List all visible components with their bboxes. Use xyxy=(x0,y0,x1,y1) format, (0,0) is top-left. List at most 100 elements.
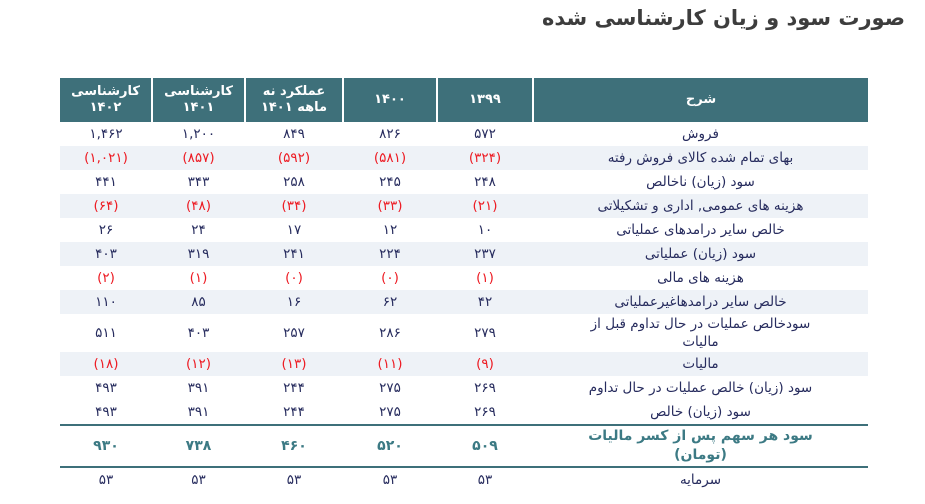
table-header: شرح ۱۳۹۹ ۱۴۰۰ عملکرد نه ماهه ۱۴۰۱ کارشنا… xyxy=(60,78,868,122)
row-value: ۱۷ xyxy=(286,222,302,238)
table-row: خالص سایر درامدهاغیرعملیاتی ۴۲ ۶۲ ۱۶ ۸۵ ۱۱۰ xyxy=(60,290,868,314)
table-row: سود (زیان) خالص ۲۶۹ ۲۷۵ ۲۴۴ ۳۹۱ ۴۹۳ xyxy=(60,400,868,425)
row-value: ۴۴۱ xyxy=(95,174,117,190)
row-value: ۱,۴۶۲ xyxy=(89,126,123,142)
row-value: ۳۹۱ xyxy=(187,404,210,421)
row-value: ۴۶۰ xyxy=(245,424,343,469)
row-description: مالیات xyxy=(533,352,868,377)
table-row: مالیات (۹) (۱۱) (۱۳) (۱۲) (۱۸) xyxy=(60,352,868,377)
header-year-1399: ۱۳۹۹ xyxy=(436,78,533,122)
row-value: ۱۰ xyxy=(477,222,493,238)
row-value: ۲۵۷ xyxy=(283,325,305,342)
row-value: (۳۳) xyxy=(343,194,437,218)
row-description: سودخالص عملیات در حال تداوم قبل از مالیا… xyxy=(590,316,811,351)
row-value: ۴۰۳ xyxy=(187,325,210,342)
row-description: سود هر سهم پس از کسر مالیات (تومان) xyxy=(533,424,868,469)
table-row: سود (زیان) خالص عملیات در حال تداوم ۲۶۹ ۲۷… xyxy=(60,376,868,400)
header-9month-1401: عملکرد نه ماهه ۱۴۰۱ xyxy=(244,78,343,122)
row-value: ۲۶۹ xyxy=(474,404,496,421)
row-value: ۲۷۵ xyxy=(379,380,401,397)
row-description: سود (زیان) عملیاتی xyxy=(533,242,868,266)
row-value: ۵۳ xyxy=(191,472,206,489)
header-description: شرح xyxy=(532,78,868,122)
header-expert-1401: کارشناسی ۱۴۰۱ xyxy=(151,78,245,122)
row-value: (۲) xyxy=(97,270,115,286)
row-description: خالص سایر درامدهای عملیاتی xyxy=(616,221,785,238)
row-description: هزینه های مالی xyxy=(657,269,744,286)
row-value: (۴۸) xyxy=(152,194,245,218)
row-value: ۲۴ xyxy=(191,222,206,238)
row-value: (۵۹۲) xyxy=(245,146,343,170)
row-value: ۴۲ xyxy=(437,290,533,314)
row-value: (۱) xyxy=(189,270,208,286)
row-value: ۶۲ xyxy=(343,290,437,314)
row-value: ۵۲۰ xyxy=(343,424,437,469)
table-row: خالص سایر درامدهای عملیاتی ۱۰ ۱۲ ۱۷ ۲۴ ۲۶ xyxy=(60,218,868,242)
table-row: هزینه های عمومی, اداری و تشکیلاتی (۲۱) (۳۳… xyxy=(60,194,868,218)
row-value: (۲۱) xyxy=(437,194,533,218)
row-value: ۵۳ xyxy=(98,472,114,489)
row-value: ۵۳ xyxy=(477,472,493,489)
row-description: سود (زیان) ناخالص xyxy=(646,173,755,190)
row-value: (۹) xyxy=(437,352,533,377)
row-value: ۴۹۳ xyxy=(95,380,117,397)
row-value: ۵۳ xyxy=(382,472,398,489)
row-value: (۱۱) xyxy=(343,352,437,377)
row-value: ۲۵۸ xyxy=(283,174,305,190)
row-description: سرمایه xyxy=(679,472,722,489)
row-description: هزینه های عمومی, اداری و تشکیلاتی xyxy=(533,194,868,218)
row-value: ۸۵ xyxy=(152,290,245,314)
row-value: (۳۲۴) xyxy=(437,146,533,170)
table-row: فروش ۵۷۲ ۸۲۶ ۸۴۹ ۱,۲۰۰ ۱,۴۶۲ xyxy=(60,122,868,146)
row-value: ۲۸۶ xyxy=(379,325,401,342)
row-value: ۲۳۷ xyxy=(437,242,533,266)
row-value: ۹۳۰ xyxy=(60,424,152,469)
row-value: ۳۹۱ xyxy=(187,380,210,397)
row-value: ۱۶ xyxy=(245,290,343,314)
row-value: ۴۰۳ xyxy=(60,242,152,266)
header-year-1400: ۱۴۰۰ xyxy=(342,78,437,122)
row-value: (۱۲) xyxy=(152,352,245,377)
row-description: خالص سایر درامدهاغیرعملیاتی xyxy=(533,290,868,314)
row-value: (۸۵۷) xyxy=(152,146,245,170)
row-value: (۱۸) xyxy=(60,352,152,377)
row-value: ۲۶ xyxy=(98,222,114,238)
row-value: ۷۳۸ xyxy=(152,424,245,469)
row-value: ۱,۲۰۰ xyxy=(181,126,216,142)
row-value: ۱۱۰ xyxy=(60,290,152,314)
table-row: بهای تمام شده کالای فروش رفته (۳۲۴) (۵۸۱)(… xyxy=(60,146,868,170)
row-value: (۵۸۱) xyxy=(343,146,437,170)
row-value: ۲۲۴ xyxy=(343,242,437,266)
row-value: (۱) xyxy=(476,270,494,286)
row-value: ۵۰۹ xyxy=(437,424,533,469)
row-value: ۵۷۲ xyxy=(474,126,496,142)
row-value: ۱۲ xyxy=(382,222,398,238)
table-body: فروش ۵۷۲ ۸۲۶ ۸۴۹ ۱,۲۰۰ ۱,۴۶۲ بهای تمام شده کال… xyxy=(60,122,868,492)
row-value: ۴۹۳ xyxy=(95,404,117,421)
row-value: ۸۴۹ xyxy=(283,126,305,142)
row-value: (۱۳) xyxy=(245,352,343,377)
row-value: ۲۴۴ xyxy=(283,380,305,397)
header-expert-1402: کارشناسی ۱۴۰۲ xyxy=(60,78,152,122)
header-row: شرح ۱۳۹۹ ۱۴۰۰ عملکرد نه ماهه ۱۴۰۱ کارشنا… xyxy=(60,78,868,122)
profit-loss-table: شرح ۱۳۹۹ ۱۴۰۰ عملکرد نه ماهه ۱۴۰۱ کارشنا… xyxy=(60,78,868,492)
row-value: (۱,۰۲۱) xyxy=(60,146,152,170)
row-value: ۲۴۵ xyxy=(379,174,401,190)
row-value: (۳۴) xyxy=(245,194,343,218)
table-row: سود هر سهم پس از کسر مالیات (تومان) ۵۰۹ ۵۲… xyxy=(60,424,868,469)
row-description: فروش xyxy=(682,125,719,142)
row-value: ۵۳ xyxy=(286,472,302,489)
row-value: ۲۷۹ xyxy=(474,325,496,342)
row-value: ۲۶۹ xyxy=(474,380,496,397)
table-row: هزینه های مالی (۱) (۰) (۰) (۱) (۲) xyxy=(60,266,868,290)
row-description: سود (زیان) خالص xyxy=(650,404,751,421)
row-value: ۲۴۴ xyxy=(283,404,305,421)
row-value: (۶۴) xyxy=(60,194,152,218)
row-value: ۲۴۸ xyxy=(474,174,496,190)
row-value: ۳۴۳ xyxy=(187,174,210,190)
row-value: ۸۲۶ xyxy=(379,126,401,142)
table-row: سرمایه ۵۳ ۵۳ ۵۳ ۵۳ ۵۳ xyxy=(60,467,868,492)
row-description: سود (زیان) خالص عملیات در حال تداوم xyxy=(588,380,813,397)
row-description: بهای تمام شده کالای فروش رفته xyxy=(533,146,868,170)
